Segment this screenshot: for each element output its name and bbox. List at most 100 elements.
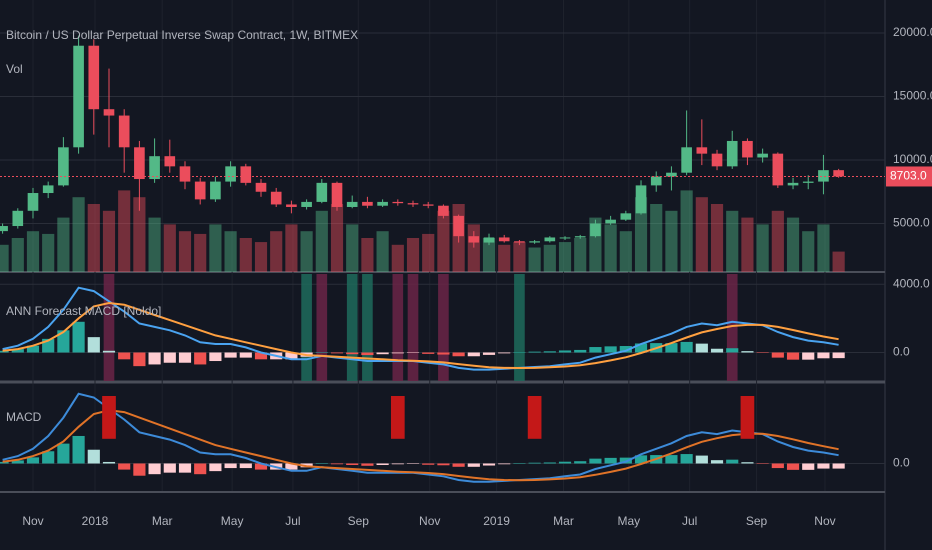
- candle-body: [210, 181, 221, 200]
- last-price-label: 8703.0: [890, 169, 927, 183]
- candle-body: [650, 176, 662, 186]
- histogram-bar: [315, 463, 328, 464]
- histogram-bar: [786, 463, 800, 470]
- histogram-bar: [194, 352, 207, 365]
- histogram-bar: [26, 457, 40, 464]
- candle-body: [164, 156, 176, 167]
- histogram-bar: [148, 352, 161, 365]
- volume-bar: [376, 231, 389, 272]
- volume-bar: [224, 231, 237, 272]
- x-tick-label: May: [221, 514, 244, 528]
- histogram-bar: [528, 351, 541, 353]
- candle-body: [316, 182, 328, 202]
- histogram-bar: [11, 460, 24, 464]
- histogram-bar: [817, 352, 830, 359]
- volume-bar: [148, 217, 161, 272]
- volume-bar: [604, 224, 617, 272]
- histogram-bar: [589, 347, 602, 353]
- volume-bar: [72, 197, 85, 272]
- candle-body: [711, 153, 723, 167]
- histogram-bar: [361, 463, 374, 466]
- histogram-bar: [133, 352, 146, 367]
- candle-body: [620, 213, 632, 220]
- histogram-bar: [741, 462, 754, 464]
- chart-title: Bitcoin / US Dollar Perpetual Inverse Sw…: [6, 28, 358, 42]
- candle-body: [88, 45, 100, 110]
- volume-label: Vol: [6, 62, 23, 76]
- candle-body: [483, 237, 495, 243]
- histogram-bar: [209, 352, 222, 362]
- candle-body: [453, 215, 464, 237]
- histogram-bar: [604, 457, 617, 464]
- histogram-bar: [148, 463, 161, 475]
- histogram-bar: [102, 461, 116, 464]
- histogram-bar: [726, 348, 739, 353]
- histogram-bar: [57, 330, 70, 353]
- candle-body: [802, 181, 814, 183]
- histogram-bar: [178, 352, 192, 363]
- histogram-bar: [437, 463, 450, 466]
- candle-body: [422, 204, 434, 206]
- volume-bar: [619, 231, 632, 272]
- volume-bar: [0, 244, 9, 272]
- histogram-bar: [710, 348, 724, 353]
- histogram-bar: [254, 463, 268, 470]
- cross-marker: [102, 396, 116, 439]
- histogram-bar: [0, 461, 9, 464]
- histogram-bar: [695, 343, 708, 353]
- x-tick-label: 2019: [483, 514, 510, 528]
- y-tick-label: 0.0: [893, 345, 910, 359]
- macd-line: [2, 301, 839, 370]
- histogram-bar: [376, 463, 389, 466]
- histogram-bar: [239, 352, 252, 358]
- histogram-bar: [832, 463, 845, 469]
- y-tick-label: 5000.0: [893, 216, 930, 230]
- candle-body: [681, 147, 692, 173]
- y-tick-label: 0.0: [893, 456, 910, 470]
- cross-marker: [527, 396, 542, 439]
- histogram-bar: [802, 352, 815, 360]
- candle-body: [331, 182, 343, 207]
- histogram-bar: [558, 350, 572, 353]
- histogram-bar: [285, 463, 298, 470]
- macd-line: [2, 409, 839, 482]
- volume-bar: [650, 204, 663, 272]
- histogram-bar: [498, 463, 511, 465]
- candle-body: [498, 237, 510, 242]
- y-tick-label: 15000.0: [893, 89, 932, 103]
- volume-bar: [498, 244, 511, 272]
- histogram-bar: [710, 460, 724, 464]
- volume-bar: [270, 231, 283, 272]
- volume-bar: [710, 204, 724, 272]
- volume-bar: [178, 231, 192, 272]
- candle-body: [833, 170, 844, 177]
- candle-body: [757, 153, 768, 158]
- histogram-bar: [528, 462, 541, 464]
- x-tick-label: Nov: [419, 514, 440, 528]
- histogram-bar: [391, 352, 404, 354]
- volume-bar: [786, 217, 800, 272]
- histogram-bar: [452, 463, 465, 467]
- candle-body: [194, 181, 206, 200]
- x-tick-label: Sep: [348, 514, 370, 528]
- candle-body: [179, 166, 191, 182]
- histogram-bar: [87, 449, 100, 464]
- histogram-bar: [756, 352, 769, 354]
- candle-body: [255, 182, 267, 192]
- volume-bar: [361, 238, 374, 272]
- candle-body: [544, 237, 556, 242]
- histogram-bar: [57, 443, 70, 464]
- x-tick-label: Nov: [814, 514, 835, 528]
- volume-bar: [315, 210, 328, 272]
- candle-body: [240, 166, 252, 183]
- histogram-bar: [619, 457, 632, 464]
- histogram-bar: [346, 463, 359, 466]
- cross-marker: [740, 396, 755, 439]
- histogram-bar: [11, 349, 24, 353]
- histogram-bar: [422, 463, 435, 465]
- histogram-bar: [102, 350, 116, 353]
- histogram-bar: [406, 463, 420, 464]
- x-tick-label: Mar: [152, 514, 173, 528]
- sell-signal: [392, 274, 404, 381]
